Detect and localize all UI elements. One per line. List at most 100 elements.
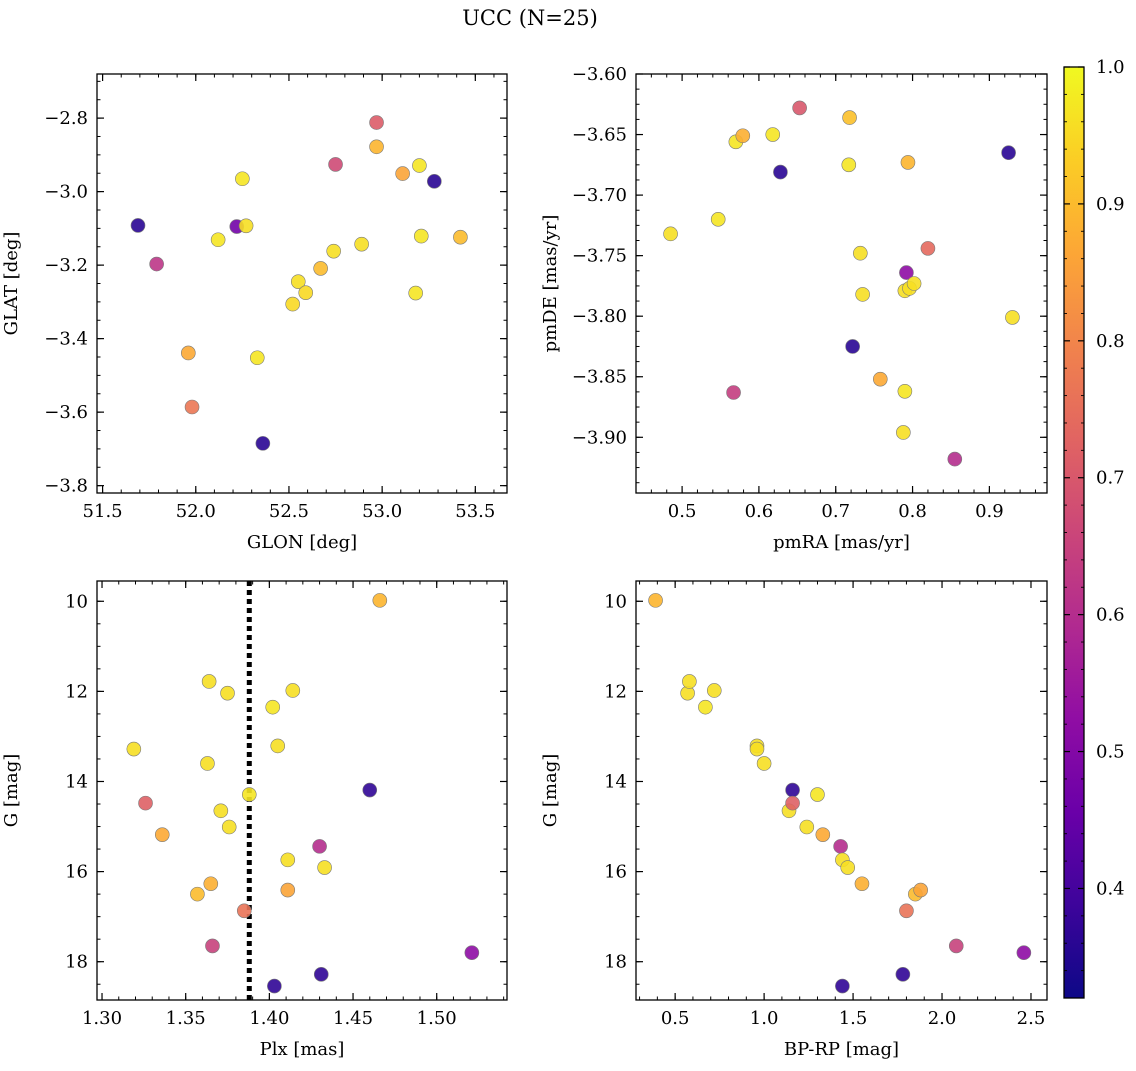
scatter-point (126, 741, 142, 757)
scatter-point (238, 218, 254, 234)
scatter-point (840, 860, 856, 875)
x-tick-label: 52.5 (269, 501, 309, 522)
x-tick-label: 1.5 (839, 1008, 868, 1029)
x-tick-label: 1.35 (166, 1008, 206, 1029)
y-tick-label: −3.65 (572, 125, 627, 146)
scatter-point (815, 827, 831, 842)
y-tick-label: −3.4 (44, 329, 88, 350)
scatter-point (130, 218, 146, 233)
scatter-point (682, 674, 697, 689)
scatter-point (149, 256, 164, 272)
scatter-point (453, 229, 468, 245)
y-axis-label: G [mag] (1, 754, 22, 827)
scatter-point (792, 100, 807, 116)
scatter-point (203, 876, 219, 892)
scatter-point (265, 699, 281, 715)
scatter-point (200, 756, 215, 771)
scatter-point (413, 228, 429, 244)
scatter-point (900, 155, 916, 170)
scatter-point (395, 166, 410, 181)
scatter-point (184, 399, 200, 415)
scatter-point (285, 296, 300, 312)
y-axis-label: G [mag] (540, 754, 561, 827)
scatter-point (270, 738, 286, 754)
panel-glon-glat: 51.5 52.0 52.5 53.0 53.5 −3.8 −3.6 −3.4 −3.2 −3.0… (1, 73, 508, 553)
x-tick-label: 1.30 (82, 1008, 122, 1029)
scatter-point (841, 157, 857, 173)
x-tick-label: 2.5 (1017, 1008, 1046, 1029)
scatter-point (785, 782, 800, 798)
x-axis-label: GLON [deg] (247, 532, 357, 553)
scatter-point (1016, 945, 1032, 960)
y-tick-label: −3.85 (572, 367, 627, 388)
y-axis-label: GLAT [deg] (1, 232, 22, 336)
scatter-point (210, 232, 226, 248)
scatter-point (201, 674, 217, 689)
x-tick-label: 0.6 (745, 501, 774, 522)
scatter-point (362, 782, 378, 798)
x-tick-label: 0.8 (898, 501, 927, 522)
panel-plx-g: 1.30 1.35 1.40 1.45 1.50 10 12 14 16 18 Plx [mas] G… (1, 580, 508, 1060)
scatter-point (408, 285, 423, 301)
y-tick-label: −2.8 (44, 108, 88, 129)
scatter-point (280, 852, 296, 868)
colorbar-tick-label: 0.8 (1096, 331, 1125, 352)
y-tick-label: −3.60 (572, 64, 627, 85)
scatter-point (854, 876, 870, 892)
colorbar-tick-label: 0.9 (1096, 194, 1125, 215)
scatter-point (213, 803, 229, 819)
scatter-point (948, 938, 964, 954)
scatter-point (221, 819, 237, 835)
scatter-point (906, 276, 922, 291)
y-axis-label: pmDE [mas/yr] (540, 215, 561, 353)
y-tick-label: 12 (65, 681, 88, 702)
scatter-point (835, 978, 850, 994)
scatter-point (706, 683, 722, 698)
y-tick-label: 14 (604, 771, 627, 792)
scatter-point (663, 226, 678, 242)
panel-pmra-pmde: 0.5 0.6 0.7 0.8 0.9 −3.90 −3.85 −3.80 −3.75 −3.70… (540, 64, 1048, 553)
scatter-point (235, 171, 250, 187)
x-tick-label: 0.9 (975, 501, 1004, 522)
axes-frame (635, 73, 1048, 494)
scatter-point (896, 425, 911, 440)
axes-frame (96, 580, 508, 1001)
scatter-point (464, 945, 480, 960)
x-axis-label: pmRA [mas/yr] (773, 532, 910, 553)
y-tick-label: 10 (65, 591, 88, 612)
scatter-point (412, 158, 427, 173)
colorbar-tick-label: 0.5 (1096, 742, 1125, 763)
scatter-point (773, 164, 788, 180)
scatter-point (369, 115, 384, 130)
y-tick-label: −3.8 (44, 476, 88, 497)
scatter-point (154, 827, 170, 842)
scatter-point (312, 839, 327, 854)
scatter-point (255, 436, 271, 451)
scatter-point (1001, 145, 1016, 161)
y-tick-label: 12 (604, 681, 627, 702)
scatter-point (285, 683, 301, 698)
scatter-point (749, 741, 765, 757)
x-tick-label: 53.5 (455, 501, 495, 522)
scatter-point (913, 882, 928, 898)
x-tick-label: 1.40 (249, 1008, 289, 1029)
scatter-point (328, 157, 343, 172)
scatter-point (298, 285, 314, 300)
x-tick-label: 52.0 (176, 501, 216, 522)
scatter-point (799, 819, 815, 835)
scatter-point (785, 795, 800, 811)
panel-bprp-g: 0.5 1.0 1.5 2.0 2.5 10 12 14 16 18 BP-RP [mag] G [m… (540, 580, 1048, 1060)
y-tick-label: −3.90 (572, 427, 627, 448)
colorbar-tick-label: 0.6 (1096, 605, 1125, 626)
scatter-point (947, 451, 963, 467)
x-tick-label: 2.0 (928, 1008, 957, 1029)
colorbar-tick-label: 0.7 (1096, 468, 1125, 489)
axes-frame (635, 580, 1048, 1001)
y-tick-label: −3.0 (44, 182, 88, 203)
colorbar-tick-label: 1.0 (1096, 57, 1125, 78)
y-tick-label: −3.70 (572, 185, 627, 206)
scatter-point (842, 110, 857, 125)
scatter-point (899, 265, 914, 280)
scatter-point (427, 174, 442, 189)
scatter-point (845, 339, 860, 354)
